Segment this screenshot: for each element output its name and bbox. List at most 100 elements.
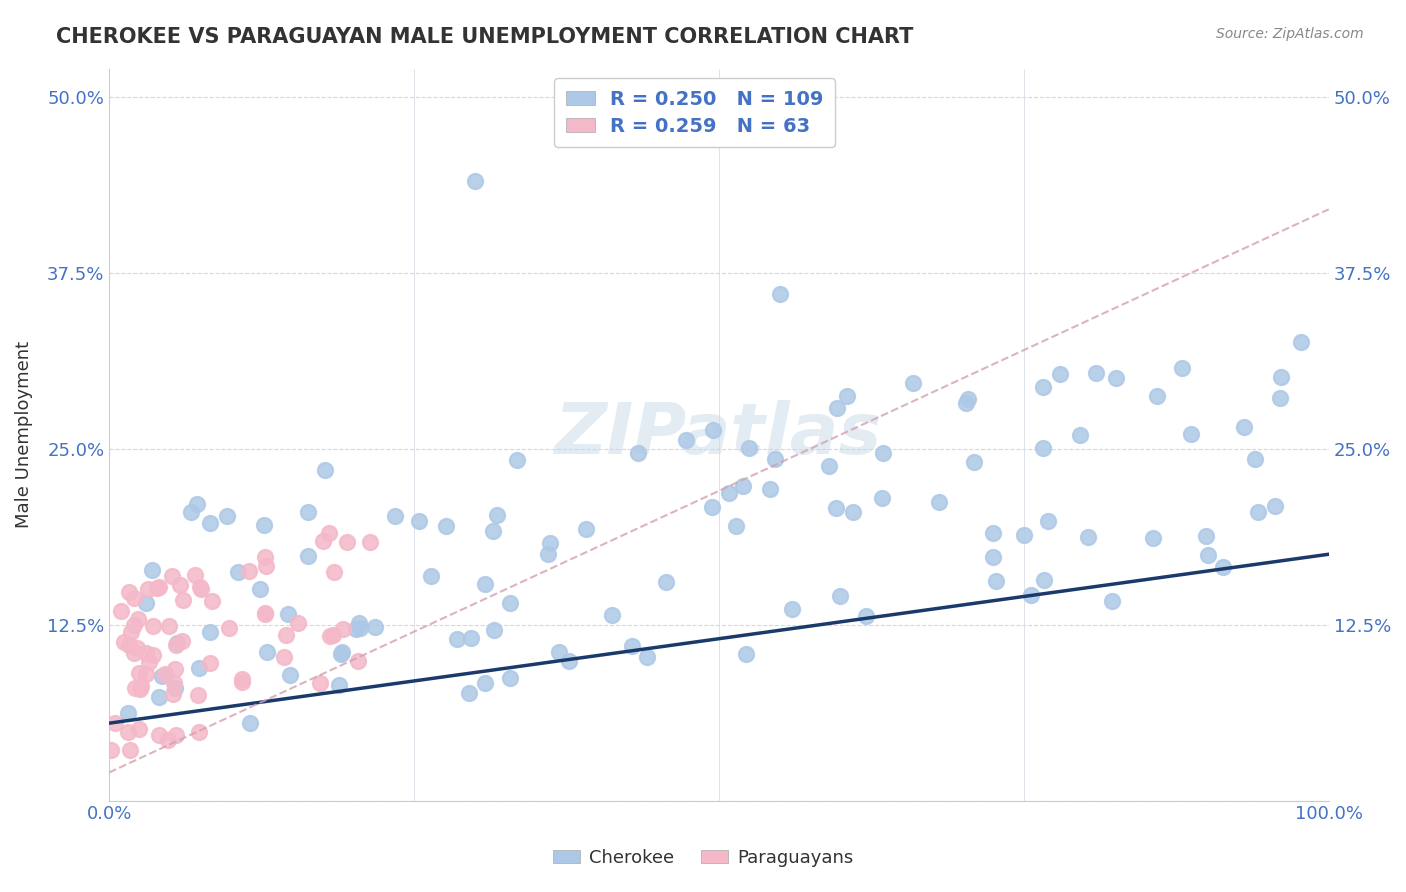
Point bbox=[128, 722, 150, 736]
Point bbox=[636, 649, 658, 664]
Point bbox=[148, 728, 170, 742]
Point bbox=[152, 669, 174, 683]
Point bbox=[655, 574, 678, 589]
Point bbox=[347, 654, 370, 668]
Point bbox=[825, 401, 848, 415]
Point bbox=[184, 567, 207, 582]
Point bbox=[1270, 391, 1292, 405]
Point bbox=[558, 654, 581, 668]
Point bbox=[981, 549, 1004, 564]
Point bbox=[322, 628, 344, 642]
Point bbox=[464, 174, 486, 188]
Point bbox=[675, 433, 697, 447]
Point bbox=[157, 733, 180, 747]
Point bbox=[128, 666, 150, 681]
Point bbox=[928, 495, 950, 509]
Point bbox=[138, 655, 160, 669]
Point bbox=[1146, 388, 1168, 402]
Point bbox=[148, 580, 170, 594]
Point bbox=[737, 442, 759, 456]
Point bbox=[297, 505, 319, 519]
Point bbox=[1171, 361, 1194, 376]
Point bbox=[122, 591, 145, 605]
Point bbox=[104, 716, 127, 731]
Point bbox=[506, 453, 529, 467]
Point bbox=[277, 607, 299, 621]
Point bbox=[1105, 370, 1128, 384]
Point bbox=[120, 625, 142, 640]
Point bbox=[1195, 528, 1218, 542]
Point bbox=[127, 612, 149, 626]
Point bbox=[347, 616, 370, 631]
Point bbox=[188, 724, 211, 739]
Legend: R = 0.250   N = 109, R = 0.259   N = 63: R = 0.250 N = 109, R = 0.259 N = 63 bbox=[554, 78, 835, 147]
Point bbox=[169, 578, 191, 592]
Point bbox=[1246, 505, 1268, 519]
Point bbox=[332, 623, 354, 637]
Point bbox=[135, 646, 157, 660]
Point bbox=[499, 596, 522, 610]
Point bbox=[253, 549, 276, 564]
Point bbox=[486, 508, 509, 523]
Point bbox=[1032, 441, 1054, 455]
Point bbox=[162, 687, 184, 701]
Point bbox=[136, 582, 159, 596]
Text: ZIPatlas: ZIPatlas bbox=[555, 401, 883, 469]
Point bbox=[538, 535, 561, 549]
Point bbox=[419, 568, 441, 582]
Point bbox=[1212, 560, 1234, 574]
Point bbox=[364, 620, 387, 634]
Point bbox=[359, 535, 381, 549]
Point bbox=[446, 632, 468, 646]
Point bbox=[328, 678, 350, 692]
Point bbox=[384, 508, 406, 523]
Point bbox=[330, 645, 353, 659]
Point bbox=[983, 526, 1005, 541]
Point bbox=[626, 446, 648, 460]
Point bbox=[458, 685, 481, 699]
Point bbox=[963, 455, 986, 469]
Point bbox=[165, 681, 187, 695]
Point bbox=[217, 509, 239, 524]
Point bbox=[1032, 380, 1054, 394]
Point bbox=[1142, 532, 1164, 546]
Point bbox=[145, 581, 167, 595]
Point bbox=[319, 629, 342, 643]
Point bbox=[1244, 452, 1267, 467]
Point bbox=[129, 682, 152, 697]
Point bbox=[872, 446, 894, 460]
Point bbox=[231, 672, 253, 686]
Point bbox=[238, 564, 260, 578]
Point bbox=[165, 638, 187, 652]
Point bbox=[1197, 549, 1219, 563]
Point bbox=[1077, 530, 1099, 544]
Point bbox=[1270, 370, 1292, 384]
Point bbox=[870, 491, 893, 506]
Legend: Cherokee, Paraguayans: Cherokee, Paraguayans bbox=[546, 842, 860, 874]
Point bbox=[434, 519, 457, 533]
Point bbox=[818, 459, 841, 474]
Point bbox=[254, 558, 277, 573]
Point bbox=[600, 607, 623, 622]
Text: CHEROKEE VS PARAGUAYAN MALE UNEMPLOYMENT CORRELATION CHART: CHEROKEE VS PARAGUAYAN MALE UNEMPLOYMENT… bbox=[56, 27, 914, 46]
Point bbox=[482, 524, 505, 538]
Point bbox=[349, 621, 371, 635]
Point bbox=[165, 662, 187, 676]
Point bbox=[956, 392, 979, 407]
Point bbox=[135, 595, 157, 609]
Point bbox=[318, 526, 340, 541]
Point bbox=[1180, 426, 1202, 441]
Point bbox=[575, 522, 598, 536]
Point bbox=[200, 657, 222, 671]
Point bbox=[114, 635, 136, 649]
Point bbox=[118, 742, 141, 756]
Point bbox=[408, 514, 430, 528]
Point bbox=[312, 534, 335, 549]
Point bbox=[273, 650, 295, 665]
Point bbox=[198, 516, 221, 531]
Point bbox=[763, 452, 786, 467]
Point bbox=[308, 676, 330, 690]
Point bbox=[780, 601, 803, 615]
Point bbox=[166, 636, 188, 650]
Point bbox=[256, 645, 278, 659]
